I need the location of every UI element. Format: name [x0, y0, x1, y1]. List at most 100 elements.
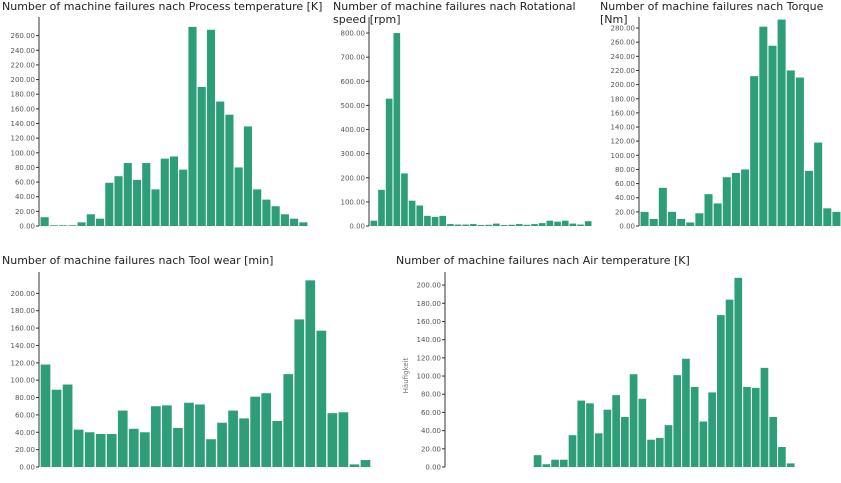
bar [142, 163, 151, 226]
bar [162, 405, 172, 467]
y-tick-label: 60.00 [15, 179, 35, 187]
bar [741, 169, 750, 226]
bar [462, 224, 470, 226]
bar [546, 220, 554, 226]
bar [682, 358, 690, 467]
bar [378, 189, 385, 226]
bar [673, 375, 682, 467]
bar [759, 26, 768, 226]
bar [243, 126, 252, 226]
y-tick-label: 60.00 [421, 409, 441, 417]
chart-title: Number of machine failures nach Air temp… [396, 254, 690, 267]
bar [416, 205, 424, 226]
bar [250, 396, 261, 467]
bar [261, 393, 272, 467]
bar [734, 277, 743, 467]
y-tick-label: 240.00 [611, 53, 636, 61]
bar [271, 206, 280, 226]
y-tick-label: 400.00 [341, 126, 366, 134]
y-tick-label: 100.00 [611, 152, 636, 160]
bar [216, 101, 225, 226]
bar [515, 224, 523, 226]
bar [49, 225, 58, 226]
y-tick-label: 300.00 [341, 150, 366, 158]
bar [823, 208, 832, 226]
bar [722, 177, 731, 226]
bar [431, 216, 439, 226]
bar [184, 402, 194, 467]
y-tick-label: 180.00 [417, 300, 442, 308]
y-tick-label: 280.00 [611, 25, 636, 33]
bar [725, 299, 734, 467]
bar [206, 29, 216, 226]
bar [533, 455, 542, 467]
bar [743, 386, 751, 467]
bar [447, 224, 454, 226]
bar [385, 98, 393, 226]
y-tick-label: 80.00 [15, 394, 35, 402]
y-tick-label: 60.00 [15, 411, 35, 419]
bar [629, 374, 638, 467]
bar [253, 189, 262, 226]
y-tick-label: 140.00 [11, 120, 36, 128]
bar [84, 432, 95, 467]
bar [664, 425, 673, 467]
chart-title: Number of machine failures nach Torque [… [600, 0, 824, 26]
bar [169, 156, 179, 226]
bar [114, 176, 123, 226]
bar [584, 221, 592, 226]
bar [523, 224, 531, 226]
bar [695, 213, 704, 226]
bar [151, 189, 160, 226]
bar [690, 386, 699, 467]
y-tick-label: 260.00 [11, 32, 36, 40]
bar [225, 114, 234, 226]
bar [132, 179, 142, 227]
y-tick-label: 20.00 [421, 445, 441, 453]
bar [299, 222, 308, 226]
y-tick-label: 100.00 [11, 377, 36, 385]
y-axis-label: Häufigkeit [402, 357, 410, 393]
bar [638, 398, 647, 467]
chart-title: Number of machine failures nach Rotation… [333, 0, 576, 26]
y-tick-label: 40.00 [15, 193, 35, 201]
y-tick-label: 200.00 [341, 174, 366, 182]
bar [708, 392, 716, 467]
y-tick-label: 700.00 [341, 54, 366, 62]
bar [559, 459, 568, 467]
bar [393, 33, 401, 227]
bar [272, 420, 283, 467]
bar [577, 400, 586, 467]
bar [59, 225, 68, 226]
bar [206, 439, 216, 467]
bar [280, 214, 289, 226]
y-tick-label: 40.00 [421, 427, 441, 435]
bar [551, 459, 559, 467]
bar [338, 412, 349, 467]
bar [538, 223, 546, 226]
bar [470, 224, 477, 226]
bar [603, 409, 612, 467]
y-tick-label: 160.00 [11, 325, 36, 333]
bar [95, 434, 106, 467]
y-tick-label: 0.00 [425, 464, 441, 472]
bar [128, 428, 139, 467]
y-tick-label: 120.00 [611, 138, 636, 146]
bar [612, 395, 620, 467]
y-tick-label: 0.00 [619, 223, 635, 231]
y-tick-label: 160.00 [417, 318, 442, 326]
bar [704, 194, 713, 226]
bar [477, 225, 485, 226]
bar [750, 76, 759, 226]
bar [283, 374, 294, 467]
bar [786, 463, 795, 467]
bar [40, 364, 51, 467]
y-tick-label: 140.00 [11, 342, 36, 350]
bar [294, 319, 305, 467]
bar [586, 403, 594, 467]
y-tick-label: 240.00 [11, 47, 36, 55]
bar [485, 224, 492, 226]
bar [778, 446, 786, 467]
y-tick-label: 100.00 [11, 149, 36, 157]
chart-title: Number of machine failures nach Tool wea… [2, 254, 274, 267]
